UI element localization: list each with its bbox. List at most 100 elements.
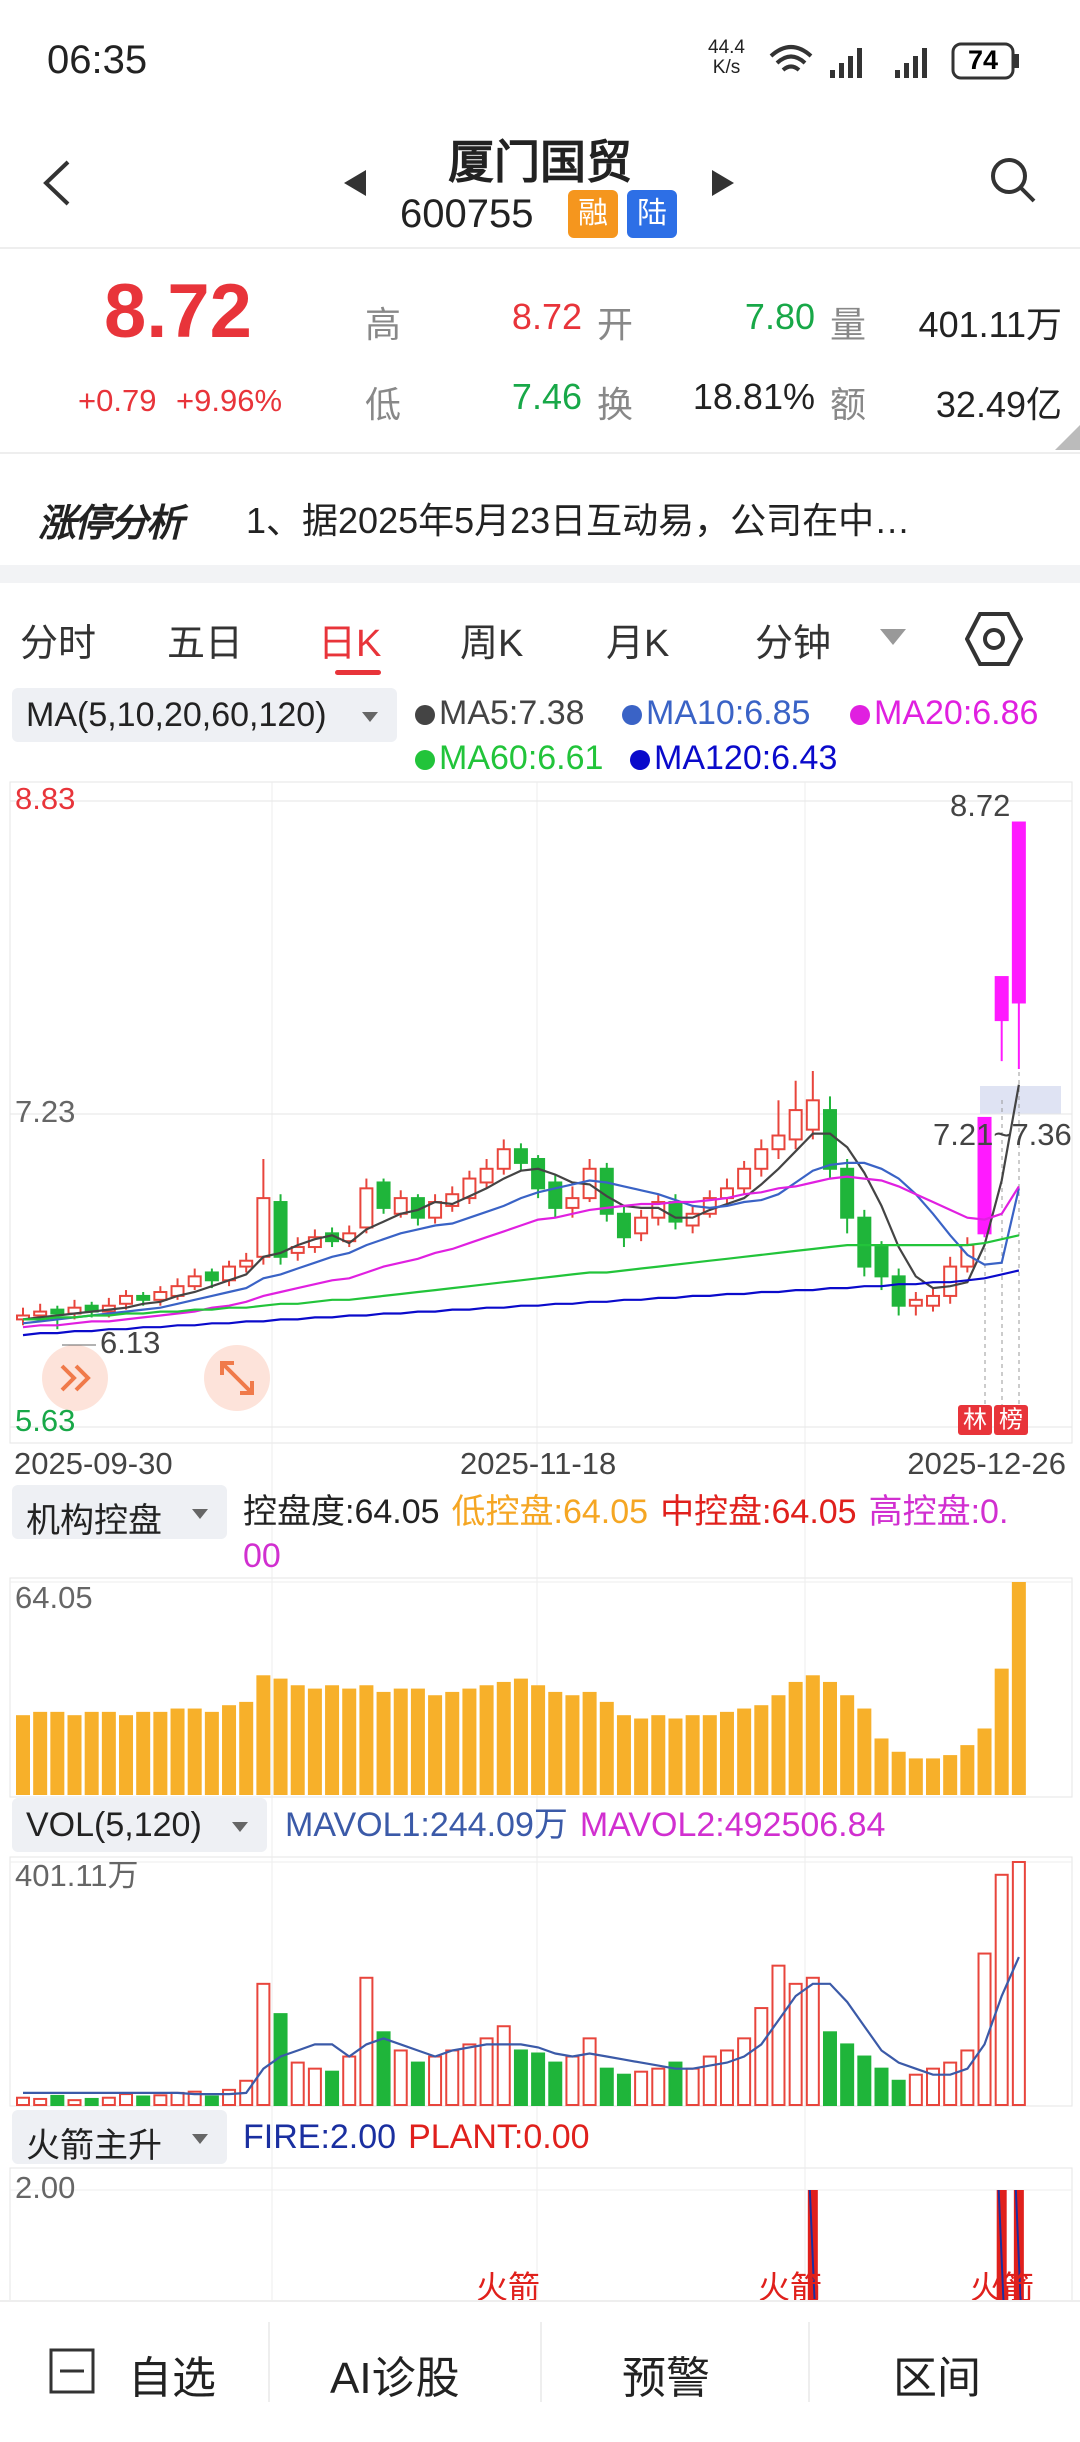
speed-unit: K/s	[712, 57, 741, 78]
tab-caret[interactable]	[878, 625, 908, 649]
volume-bar	[994, 1873, 1009, 2106]
speed: 44.4	[708, 37, 745, 58]
volume-bar	[943, 2061, 958, 2107]
news-text[interactable]: 1、据2025年5月23日互动易，公司在中…	[246, 500, 911, 541]
y-tick-label: 2.00	[15, 2170, 75, 2205]
prev-stock[interactable]	[340, 168, 370, 198]
control-bar	[943, 1755, 958, 1795]
control-bar	[393, 1688, 408, 1795]
control-bar	[805, 1675, 820, 1795]
control-selector[interactable]: 机构控盘	[12, 1485, 227, 1540]
control-bar	[204, 1711, 219, 1795]
nav-divider	[540, 2322, 542, 2402]
control-bar	[359, 1685, 374, 1795]
price-annotation: 8.72	[950, 788, 1010, 823]
candle-body	[908, 1298, 923, 1307]
rocket-selector[interactable]: 火箭主升	[12, 2110, 227, 2165]
x-tick-label: 2025-12-26	[907, 1446, 1066, 1481]
price-annotation: 6.13	[100, 1325, 160, 1360]
stat-value: 401.11万	[918, 304, 1062, 345]
stat-value: 7.46	[511, 376, 582, 417]
watchlist-icon[interactable]	[48, 2347, 96, 2395]
volume-bar	[50, 2094, 65, 2106]
control-bar	[668, 1718, 683, 1795]
control-bar	[170, 1708, 185, 1795]
back-button[interactable]	[38, 158, 78, 208]
control-bar	[428, 1695, 443, 1795]
legend-entry: MAVOL1:244.09万	[285, 1806, 568, 1844]
candle-body	[874, 1246, 889, 1278]
candle-body	[737, 1167, 752, 1190]
volume-bar	[307, 2067, 322, 2107]
panel-frame	[9, 1856, 1073, 2107]
tab[interactable]: 日K	[318, 623, 382, 665]
volume-bar	[101, 2096, 116, 2107]
candle-body	[771, 1134, 786, 1151]
tag-label: 榜	[999, 1406, 1023, 1433]
tab[interactable]: 分钟	[755, 623, 832, 665]
candle-body	[857, 1216, 872, 1268]
control-bar	[84, 1711, 99, 1795]
candle-body	[1011, 821, 1026, 1004]
candle-body	[204, 1271, 219, 1282]
settings-button[interactable]	[965, 610, 1023, 668]
price-change-pct: +9.96%	[176, 383, 283, 418]
stat-label: 高	[365, 304, 402, 345]
volume-bar	[462, 2043, 477, 2106]
tab[interactable]: 月K	[606, 623, 670, 665]
control-bar	[702, 1715, 717, 1795]
volume-bar	[342, 2055, 357, 2106]
volume-bar	[771, 1964, 786, 2106]
vol-selector[interactable]: VOL(5,120)	[12, 1798, 267, 1852]
control-bar	[50, 1711, 65, 1795]
nav-alert[interactable]: 预警	[622, 2354, 710, 2403]
volume-bar	[805, 1976, 820, 2107]
nav-divider	[808, 2322, 810, 2402]
tab[interactable]: 分时	[20, 623, 97, 665]
tag-box	[958, 1405, 992, 1435]
control-bar	[565, 1695, 580, 1795]
candle-body	[136, 1294, 151, 1301]
ma-line	[22, 1175, 1020, 1329]
control-bar	[101, 1711, 116, 1795]
rocket-label: 火箭	[758, 2269, 822, 2305]
candle-body	[977, 1116, 992, 1235]
search-button[interactable]	[988, 155, 1038, 205]
control-bar	[926, 1758, 941, 1795]
status-icons: 74	[769, 42, 1019, 80]
control-legend: 控盘度:64.05 低控盘:64.05 中控盘:64.05 高控盘:0.00	[243, 1490, 1023, 1578]
connect-badge: 陆	[627, 190, 677, 238]
news-tag: 涨停分析	[38, 503, 184, 545]
volume-bar	[891, 2079, 906, 2107]
nav-watchlist[interactable]: 自选	[128, 2354, 216, 2403]
tab[interactable]: 周K	[460, 623, 524, 665]
x-tick-label: 2025-11-18	[460, 1446, 616, 1481]
volume-bar	[290, 2061, 305, 2107]
candle-body	[891, 1275, 906, 1307]
volume-bar	[874, 2067, 889, 2107]
net-speed: 44.4 K/s	[708, 38, 745, 78]
control-bar	[994, 1668, 1009, 1795]
clock: 06:35	[47, 38, 148, 82]
stock-name: 厦门国贸	[448, 136, 632, 188]
control-bar	[651, 1715, 666, 1795]
stat-label: 额	[830, 384, 867, 425]
volume-bar	[204, 2095, 219, 2107]
volume-bar	[445, 2049, 460, 2107]
ma-selector[interactable]: MA(5,10,20,60,120)	[12, 688, 397, 742]
control-bar	[376, 1691, 391, 1795]
volume-bar	[719, 2049, 734, 2107]
legend-label: MA60:6.61	[439, 739, 603, 777]
nav-ai[interactable]: AI诊股	[330, 2354, 460, 2403]
nav-range[interactable]: 区间	[893, 2354, 981, 2403]
legend-dot	[622, 705, 642, 725]
tab[interactable]: 五日	[167, 623, 244, 665]
candle-body	[376, 1181, 391, 1209]
legend-label: MA5:7.38	[439, 694, 585, 732]
control-bar	[754, 1705, 769, 1795]
y-tick-label: 7.23	[15, 1094, 75, 1129]
control-bar	[599, 1701, 614, 1795]
next-stock[interactable]	[708, 168, 738, 198]
volume-bar	[393, 2049, 408, 2107]
